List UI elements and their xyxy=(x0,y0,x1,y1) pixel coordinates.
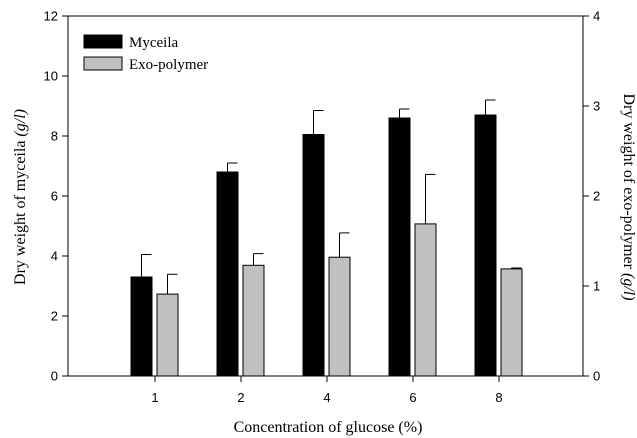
right-y-axis-title: Dry weight of exo-polymer (g/l) xyxy=(620,93,637,300)
legend-swatch-myceila xyxy=(83,34,123,49)
myceila-bar xyxy=(302,134,325,377)
right-y-axis: 0 1 2 3 4 xyxy=(583,9,600,384)
exo-polymer-bar xyxy=(156,293,179,377)
x-tick-label: 2 xyxy=(237,390,244,405)
myceila-bar xyxy=(216,171,239,377)
x-axis-title: Concentration of glucose (%) xyxy=(234,419,423,436)
x-tick-label: 8 xyxy=(495,390,502,405)
left-y-tick-label: 10 xyxy=(44,69,58,84)
exo-polymer-bar xyxy=(414,223,437,377)
myceila-bar xyxy=(388,117,411,377)
exo-polymer-bar xyxy=(500,268,523,377)
legend: Myceila Exo-polymer xyxy=(83,34,208,73)
exo-polymer-bar xyxy=(328,256,351,377)
left-y-tick-label: 0 xyxy=(51,369,58,384)
left-y-axis: 0 2 4 6 8 10 12 xyxy=(44,9,68,384)
right-y-tick-label: 1 xyxy=(593,279,600,294)
myceila-bar xyxy=(130,276,153,377)
left-y-tick-label: 4 xyxy=(51,249,58,264)
right-y-tick-label: 3 xyxy=(593,99,600,114)
left-y-tick-label: 6 xyxy=(51,189,58,204)
legend-swatch-exo-polymer xyxy=(83,56,123,71)
right-y-tick-label: 4 xyxy=(593,9,600,24)
right-y-tick-label: 0 xyxy=(593,369,600,384)
exo-polymer-bar xyxy=(242,264,265,377)
exo-polymer-bars xyxy=(156,223,523,377)
right-y-tick-label: 2 xyxy=(593,189,600,204)
myceila-bars xyxy=(130,114,497,377)
left-y-axis-title: Dry weight of myceila (g/l) xyxy=(12,109,29,285)
x-axis: 1 2 4 6 8 xyxy=(151,376,503,405)
x-tick-label: 6 xyxy=(409,390,416,405)
x-tick-label: 4 xyxy=(323,390,330,405)
legend-label-myceila: Myceila xyxy=(129,35,178,51)
left-y-tick-label: 8 xyxy=(51,129,58,144)
left-y-tick-label: 2 xyxy=(51,309,58,324)
x-tick-label: 1 xyxy=(151,390,158,405)
error-bars xyxy=(141,99,522,295)
legend-label-exo-polymer: Exo-polymer xyxy=(129,57,208,73)
myceila-bar xyxy=(474,114,497,377)
left-y-tick-label: 12 xyxy=(44,9,58,24)
